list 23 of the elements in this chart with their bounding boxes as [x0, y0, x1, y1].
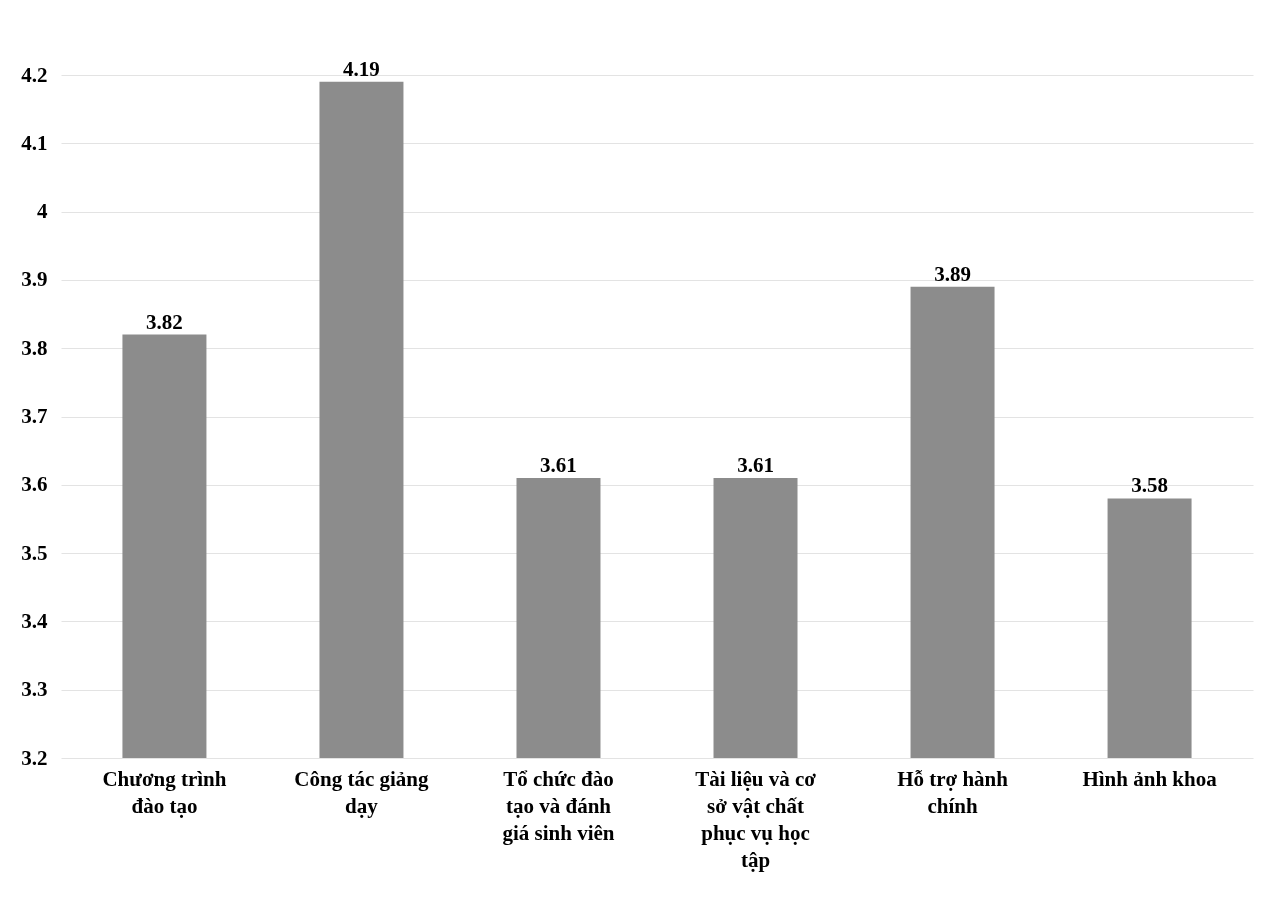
- data-label: 3.61: [737, 452, 774, 477]
- y-tick-label: 4: [37, 199, 48, 224]
- x-tick-label: Hình ảnh khoa: [1082, 766, 1218, 791]
- data-label: 3.89: [934, 261, 971, 286]
- y-tick-label: 3.8: [21, 335, 48, 360]
- y-tick-label: 3.9: [21, 267, 48, 292]
- data-label: 3.58: [1131, 473, 1168, 498]
- data-label: 3.82: [146, 309, 183, 334]
- x-tick-label: Tài liệu và cơ sở vật chất phục vụ học tập: [695, 766, 817, 872]
- x-tick-label: Hỗ trợ hành chính: [897, 766, 1009, 818]
- y-tick-label: 3.7: [21, 404, 48, 428]
- y-tick-label: 3.5: [21, 540, 48, 565]
- data-label: 3.61: [540, 452, 577, 477]
- y-tick-label: 4.1: [21, 130, 48, 155]
- y-tick-label: 3.4: [21, 608, 48, 633]
- x-tick-label: Chương trình đào tạo: [102, 766, 227, 818]
- y-tick-label: 3.3: [21, 677, 48, 702]
- y-tick-label: 4.2: [21, 62, 48, 87]
- y-tick-label: 3.6: [21, 472, 48, 497]
- x-tick-label: Tổ chức đào tạo và đánh giá sinh viên: [502, 766, 615, 845]
- x-tick-label: Công tác giảng dạy: [294, 766, 430, 818]
- y-tick-label: 3.2: [21, 745, 48, 770]
- data-label: 4.19: [343, 56, 380, 81]
